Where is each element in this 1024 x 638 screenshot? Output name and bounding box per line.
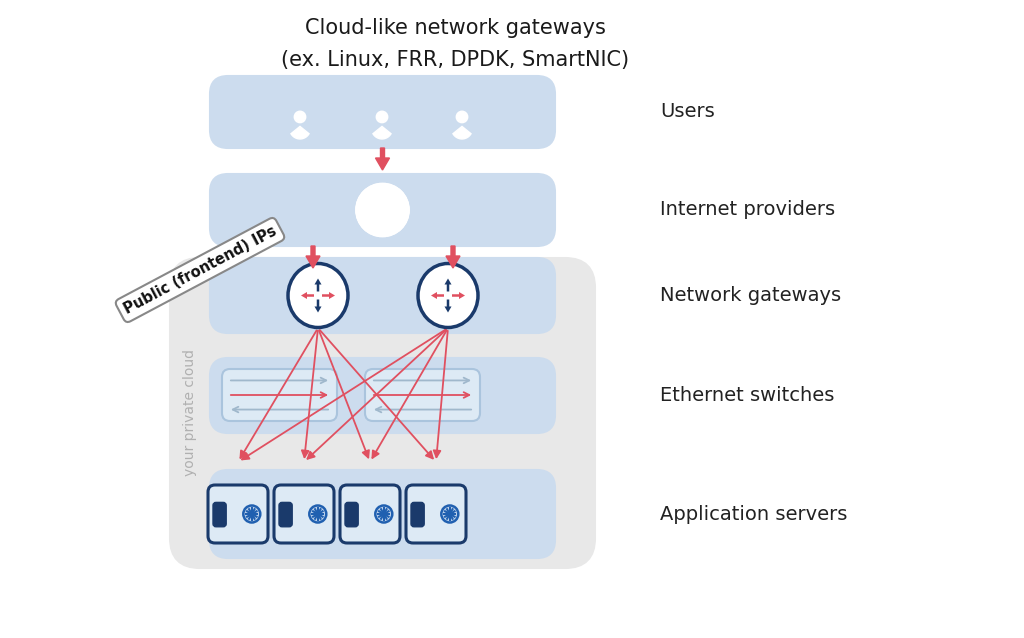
Circle shape xyxy=(309,505,327,523)
FancyBboxPatch shape xyxy=(170,258,595,568)
Circle shape xyxy=(447,512,453,516)
Text: Network gateways: Network gateways xyxy=(660,286,841,305)
Circle shape xyxy=(441,505,459,523)
Circle shape xyxy=(356,184,409,236)
FancyBboxPatch shape xyxy=(411,502,424,527)
FancyBboxPatch shape xyxy=(208,485,268,543)
FancyArrow shape xyxy=(446,246,460,268)
Polygon shape xyxy=(453,126,471,139)
FancyBboxPatch shape xyxy=(279,502,292,527)
Text: Public (frontend) IPs: Public (frontend) IPs xyxy=(121,223,279,316)
FancyArrow shape xyxy=(452,292,465,299)
Circle shape xyxy=(315,512,321,516)
FancyArrow shape xyxy=(306,246,319,268)
Ellipse shape xyxy=(288,263,348,327)
Text: Internet providers: Internet providers xyxy=(660,200,836,219)
FancyBboxPatch shape xyxy=(210,470,555,558)
Polygon shape xyxy=(373,126,391,139)
FancyArrow shape xyxy=(314,299,322,313)
Text: your private cloud: your private cloud xyxy=(183,350,197,477)
Circle shape xyxy=(244,505,260,523)
FancyBboxPatch shape xyxy=(210,76,555,148)
FancyBboxPatch shape xyxy=(210,358,555,433)
Polygon shape xyxy=(291,126,309,139)
Ellipse shape xyxy=(418,263,478,327)
Circle shape xyxy=(250,512,254,516)
Circle shape xyxy=(457,111,468,122)
FancyArrow shape xyxy=(376,148,389,170)
Text: Ethernet switches: Ethernet switches xyxy=(660,386,835,405)
FancyArrow shape xyxy=(444,299,452,313)
Circle shape xyxy=(356,184,409,236)
Circle shape xyxy=(376,505,392,523)
FancyArrow shape xyxy=(314,279,322,292)
FancyBboxPatch shape xyxy=(213,502,226,527)
FancyArrow shape xyxy=(301,292,314,299)
Circle shape xyxy=(294,111,306,122)
FancyArrow shape xyxy=(322,292,335,299)
FancyBboxPatch shape xyxy=(406,485,466,543)
FancyBboxPatch shape xyxy=(274,485,334,543)
Text: Users: Users xyxy=(660,103,715,121)
Text: (ex. Linux, FRR, DPDK, SmartNIC): (ex. Linux, FRR, DPDK, SmartNIC) xyxy=(281,50,629,70)
FancyBboxPatch shape xyxy=(210,258,555,333)
Circle shape xyxy=(376,111,388,122)
Circle shape xyxy=(381,512,386,516)
FancyArrow shape xyxy=(431,292,444,299)
Text: Cloud-like network gateways: Cloud-like network gateways xyxy=(304,18,605,38)
FancyBboxPatch shape xyxy=(345,502,358,527)
FancyBboxPatch shape xyxy=(340,485,400,543)
FancyBboxPatch shape xyxy=(210,174,555,246)
FancyBboxPatch shape xyxy=(365,369,480,421)
FancyBboxPatch shape xyxy=(222,369,337,421)
Text: Application servers: Application servers xyxy=(660,505,848,524)
FancyArrow shape xyxy=(444,279,452,292)
